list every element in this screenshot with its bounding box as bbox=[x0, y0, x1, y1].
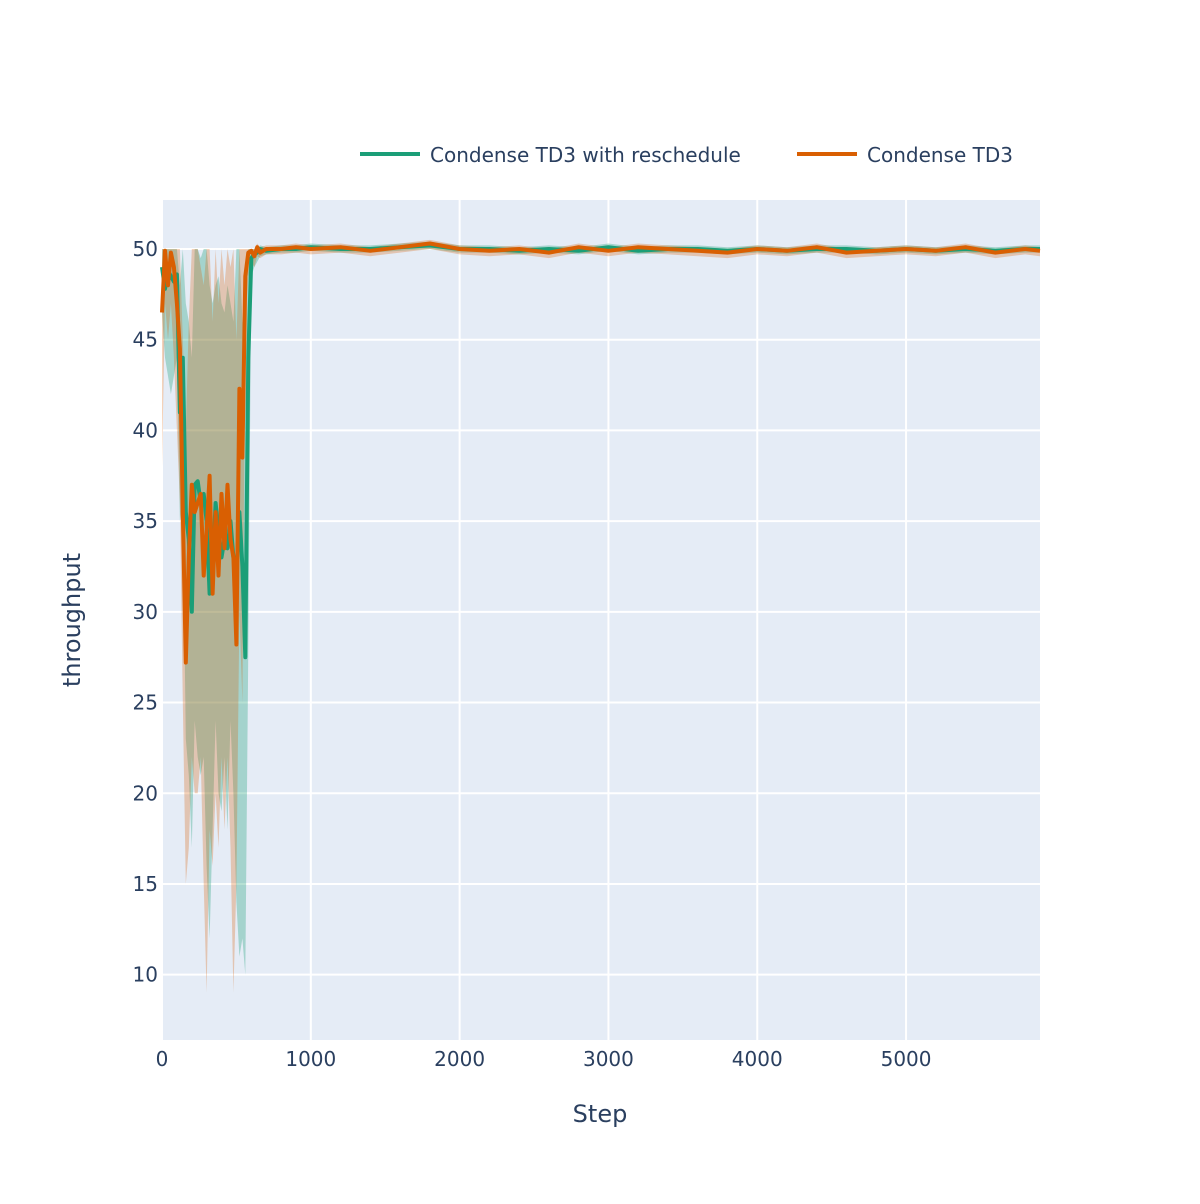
x-tick-label: 3000 bbox=[583, 1047, 634, 1071]
gridlines bbox=[161, 200, 1040, 1040]
y-tick-label: 30 bbox=[133, 600, 158, 624]
x-tick-labels: 0 1000 2000 3000 4000 5000 bbox=[156, 1047, 932, 1071]
x-tick-label: 2000 bbox=[434, 1047, 485, 1071]
x-tick-label: 1000 bbox=[285, 1047, 336, 1071]
y-tick-labels: 10 15 20 25 30 35 40 45 50 bbox=[133, 237, 158, 987]
line-series-2 bbox=[160, 241, 1041, 665]
x-tick-label: 0 bbox=[156, 1047, 169, 1071]
legend-label-series-1: Condense TD3 with reschedule bbox=[430, 143, 741, 167]
plot-background bbox=[162, 200, 1040, 1040]
y-tick-label: 35 bbox=[133, 509, 158, 533]
x-axis-title: Step bbox=[573, 1100, 628, 1128]
x-tick-label: 4000 bbox=[732, 1047, 783, 1071]
x-tick-label: 5000 bbox=[881, 1047, 932, 1071]
y-tick-label: 15 bbox=[133, 872, 158, 896]
legend[interactable]: Condense TD3 with reschedule Condense TD… bbox=[360, 143, 1013, 167]
y-tick-label: 25 bbox=[133, 691, 158, 715]
legend-label-series-2: Condense TD3 bbox=[867, 143, 1013, 167]
y-axis-title: throughput bbox=[58, 553, 86, 687]
y-tick-label: 45 bbox=[133, 328, 158, 352]
y-tick-label: 20 bbox=[133, 781, 158, 805]
y-tick-label: 50 bbox=[133, 237, 158, 261]
series-lines bbox=[160, 241, 1041, 665]
y-tick-label: 10 bbox=[133, 963, 158, 987]
y-tick-label: 40 bbox=[133, 418, 158, 442]
